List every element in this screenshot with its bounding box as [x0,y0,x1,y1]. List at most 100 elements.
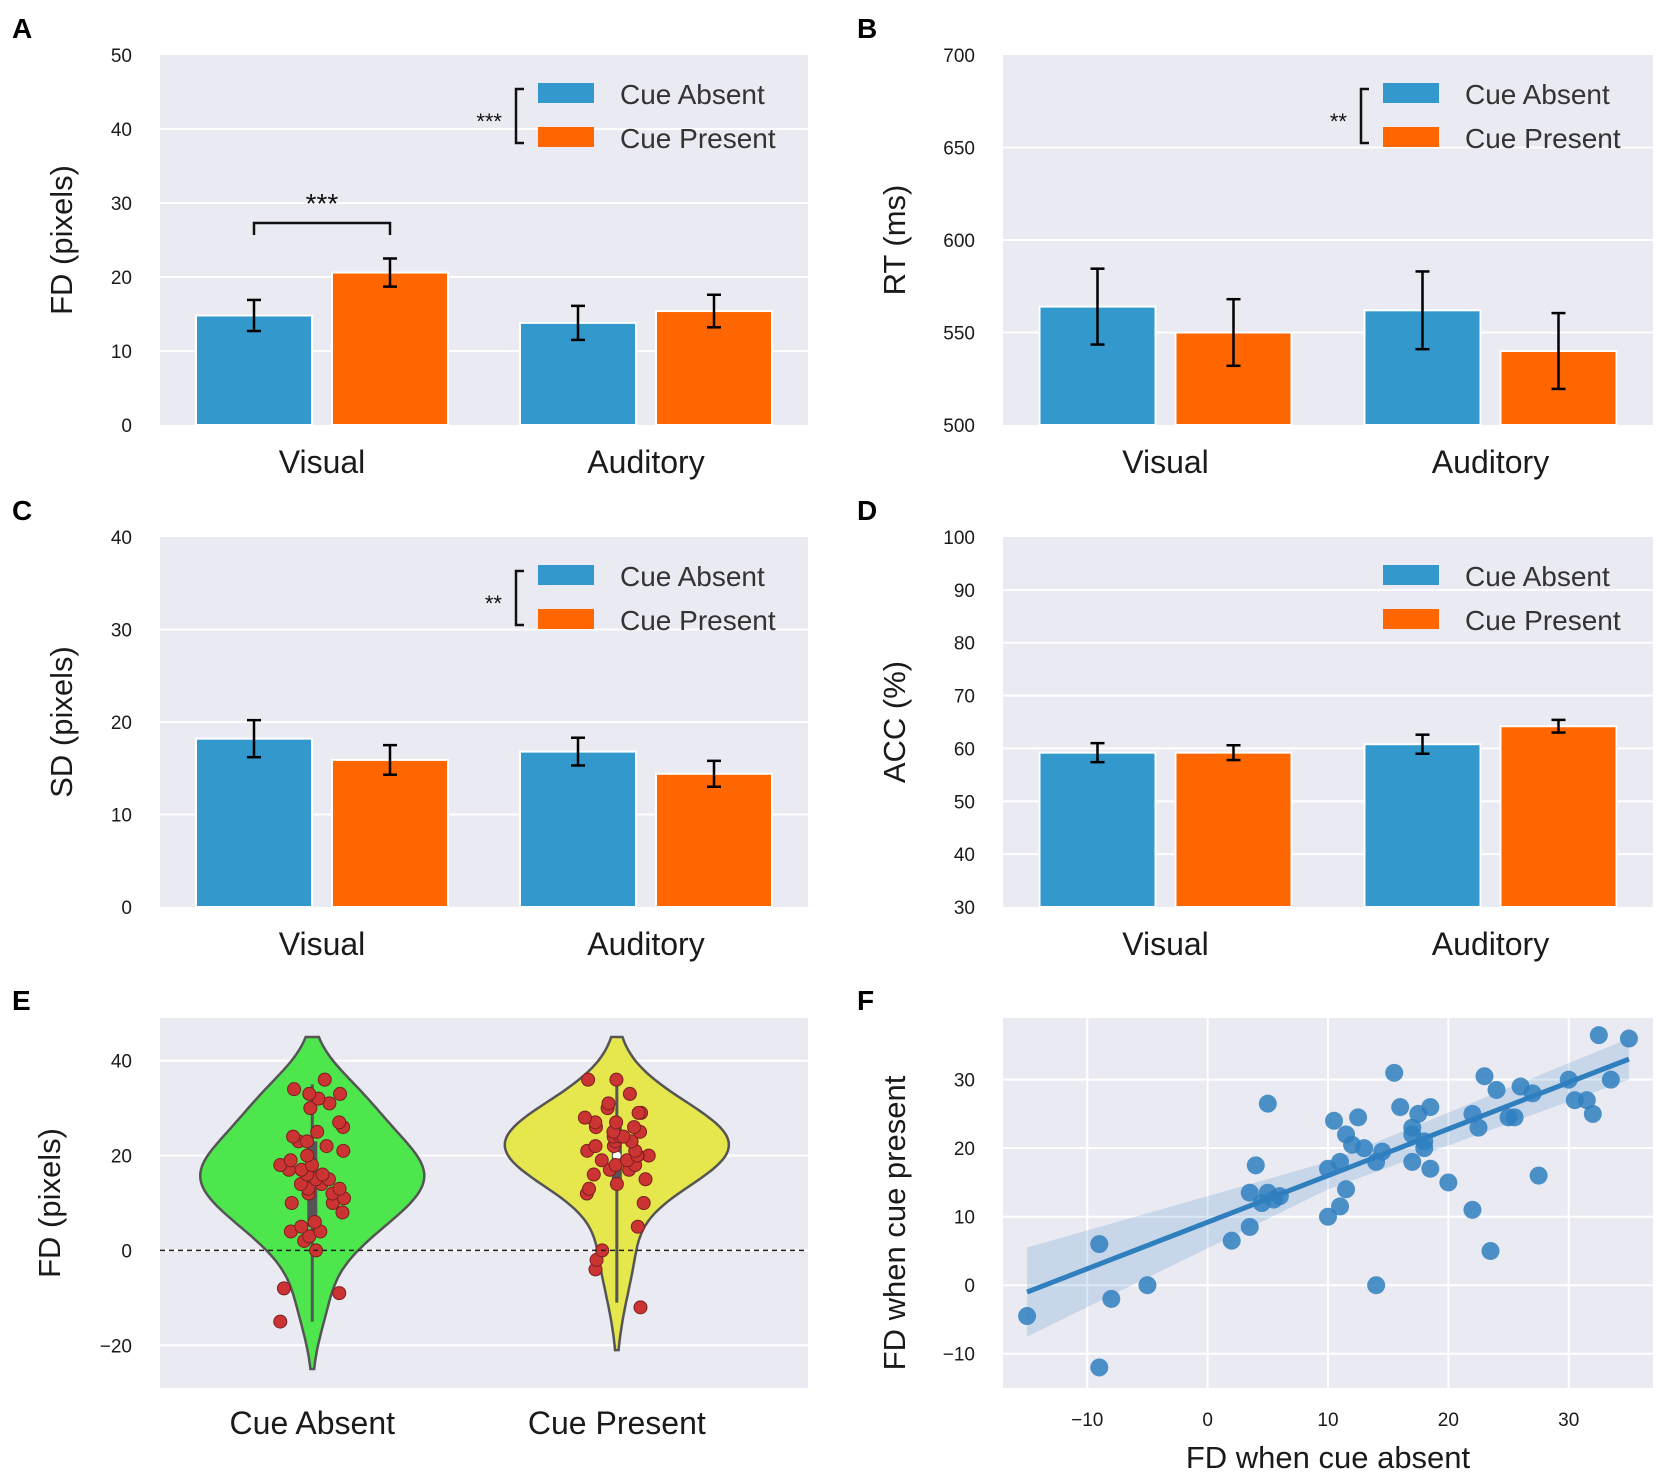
scatter-point [1391,1098,1410,1117]
data-point [287,1082,302,1097]
x-tick-label: 0 [1202,1410,1213,1431]
data-point [630,1219,645,1234]
y-tick-label: 20 [111,1147,132,1168]
y-axis-label: ACC (%) [877,661,912,783]
y-tick-label: 40 [111,528,132,549]
x-tick-label: 30 [1558,1410,1579,1431]
scatter-point [1337,1180,1356,1199]
y-tick-label: 0 [964,1276,975,1297]
y-tick-label: 100 [943,528,975,549]
data-point [609,1115,624,1130]
x-tick-label: 20 [1438,1410,1459,1431]
legend-swatch-cue-present [1383,609,1439,629]
bar-cue-present-auditory [655,310,773,427]
y-tick-label: 50 [954,792,975,813]
y-tick-label: 20 [111,713,132,734]
y-tick-label: 10 [111,342,132,363]
legend-swatch-cue-present [538,609,594,629]
y-tick-label: 0 [121,416,132,437]
data-point [319,1139,334,1154]
legend-label-cue-present: Cue Present [620,605,776,636]
error-bar [1551,718,1566,734]
data-point [284,1196,299,1210]
data-point [336,1143,351,1158]
data-point [302,1086,317,1101]
data-point [609,1177,624,1192]
x-tick-label: 10 [1317,1410,1338,1431]
scatter-point [1240,1217,1259,1236]
data-point [631,1105,646,1120]
data-point [608,1158,623,1173]
scatter-point [1481,1241,1500,1260]
legend-swatch-cue-present [538,127,594,147]
data-point [315,1167,330,1182]
legend-swatch-cue-absent [538,565,594,585]
error-bar [247,298,261,333]
legend-label-cue-absent: Cue Absent [620,79,765,110]
data-point [622,1086,637,1101]
scatter-point [1523,1084,1542,1103]
legend-label-cue-present: Cue Present [620,123,776,154]
legend: Cue Absent Cue Present ** [485,561,776,636]
scatter-point [1469,1118,1488,1137]
y-tick-label: 500 [943,416,975,437]
x-tick-label: −10 [1071,1410,1103,1431]
scatter-point [1090,1235,1109,1254]
y-tick-label: 30 [954,898,975,919]
x-category-label: Auditory [1432,926,1549,962]
scatter-point [1559,1070,1578,1089]
y-tick-label: 50 [111,46,132,67]
y-tick-label: 80 [954,634,975,655]
error-bar [571,304,585,342]
data-point [586,1167,601,1182]
violin-median [612,1151,621,1160]
scatter-point [1270,1187,1289,1206]
scatter-point [1583,1104,1602,1123]
scatter-point [1577,1091,1596,1110]
y-tick-label: 20 [111,268,132,289]
scatter-point [1589,1026,1608,1045]
y-tick-label: 700 [943,46,975,67]
error-bar [1226,297,1241,368]
scatter-point [1222,1231,1241,1250]
x-category-label: Cue Absent [230,1405,396,1441]
data-point [594,1153,609,1168]
x-category-label: Cue Present [528,1405,706,1441]
y-tick-label: 550 [943,324,975,345]
y-tick-label: 10 [954,1208,975,1229]
bar-cue-present-auditory [1499,725,1618,908]
data-point [627,1120,642,1135]
legend-swatch-cue-absent [1383,565,1439,585]
y-tick-label: 70 [954,687,975,708]
error-bar [383,257,397,288]
significance-marker: *** [476,109,502,134]
bar-cue-absent-auditory [519,750,637,908]
bar-cue-present-visual [331,271,449,426]
error-bar [1551,311,1566,391]
data-point [577,1110,592,1125]
legend-label-cue-absent: Cue Absent [1465,79,1610,110]
data-point [582,1181,597,1196]
significance-marker: ** [485,591,503,616]
y-tick-label: 10 [111,806,132,827]
x-category-label: Visual [1122,926,1209,962]
legend: Cue Absent Cue Present ** [1330,79,1621,154]
y-tick-label: 600 [943,231,975,252]
scatter-point [1415,1139,1434,1158]
legend-label-cue-absent: Cue Absent [1465,561,1610,592]
legend-swatch-cue-present [1383,127,1439,147]
y-tick-label: 40 [111,1052,132,1073]
panel-a: 0 10 20 30 40 50 Visual Auditory FD (pixels) A Cue… [12,13,808,480]
bar-cue-absent-auditory [1363,743,1482,909]
legend-swatch-cue-absent [1383,83,1439,103]
x-category-label: Visual [1122,444,1209,480]
scatter-point [1240,1183,1259,1202]
error-bar [571,736,585,767]
data-point [638,1172,653,1187]
data-point [601,1096,616,1111]
y-tick-label: 40 [954,845,975,866]
error-bar [247,718,261,759]
y-tick-label: 60 [954,739,975,760]
significance-marker: ** [1330,109,1348,134]
y-axis-label: RT (ms) [877,185,912,296]
